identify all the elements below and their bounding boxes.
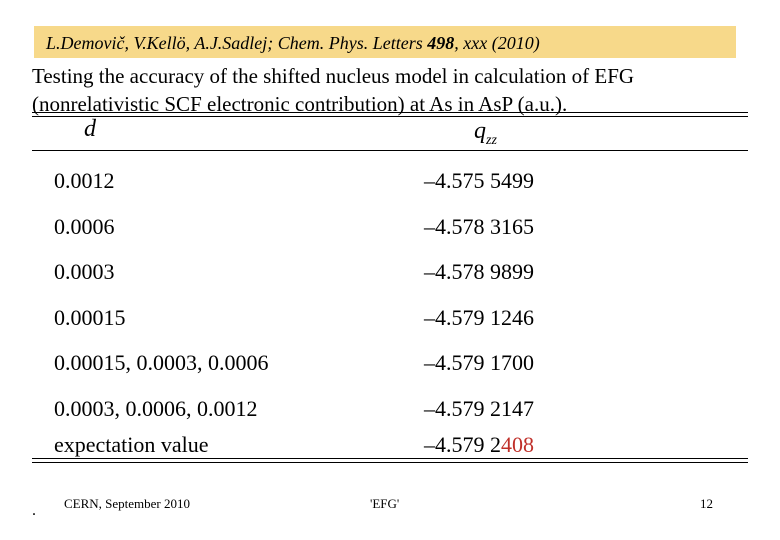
footer-venue: CERN, September 2010 (64, 496, 191, 511)
table-cell-d: 0.00015 (54, 305, 126, 330)
table-cell-q: –4.579 1246 (424, 305, 534, 330)
column-header-d: d (84, 116, 96, 142)
citation-text: L.Demovič, V.Kellö, A.J.Sadlej; Chem. Ph… (46, 33, 540, 54)
citation-authors: L.Demovič, V.Kellö, A.J.Sadlej; Chem. Ph… (46, 33, 428, 53)
table-top-rule-1 (32, 112, 748, 113)
table-bottom-rule-2 (32, 462, 748, 463)
table-row-expectation-d: expectation value (54, 432, 209, 457)
citation-volume: 498 (427, 33, 455, 53)
expectation-value-highlight: 408 (501, 432, 534, 457)
table-row-expectation-q: –4.579 2408 (424, 432, 534, 458)
expectation-value-main: –4.579 2 (424, 432, 501, 457)
column-header-q: q (474, 118, 486, 144)
column-header-q-subscript: zz (486, 133, 497, 148)
table-cell-q: –4.579 1700 (424, 350, 534, 375)
table-cell-d: 0.0012 (54, 168, 115, 193)
column-header-qzz: qzz (474, 118, 497, 149)
footer-bullet: . (32, 502, 36, 519)
table-cell-q: –4.579 2147 (424, 396, 534, 421)
table-cell-q: –4.578 9899 (424, 259, 534, 284)
header-bottom-rule (32, 150, 748, 151)
citation-banner: L.Demovič, V.Kellö, A.J.Sadlej; Chem. Ph… (34, 26, 736, 58)
table-cell-d: 0.0003, 0.0006, 0.0012 (54, 396, 258, 421)
table-cell-d: 0.00015, 0.0003, 0.0006 (54, 350, 269, 375)
citation-pages-year: , xxx (2010) (454, 33, 540, 53)
table-cell-d: 0.0003 (54, 259, 115, 284)
table-cell-d: 0.0006 (54, 214, 115, 239)
slide-title: Testing the accuracy of the shifted nucl… (32, 64, 635, 116)
footer-label: 'EFG' (370, 496, 400, 511)
table-top-rule-2 (32, 116, 748, 117)
table-bottom-rule-1 (32, 458, 748, 459)
table-cell-q: –4.578 3165 (424, 214, 534, 239)
page-number: 12 (700, 496, 713, 511)
table-cell-q: –4.575 5499 (424, 168, 534, 193)
